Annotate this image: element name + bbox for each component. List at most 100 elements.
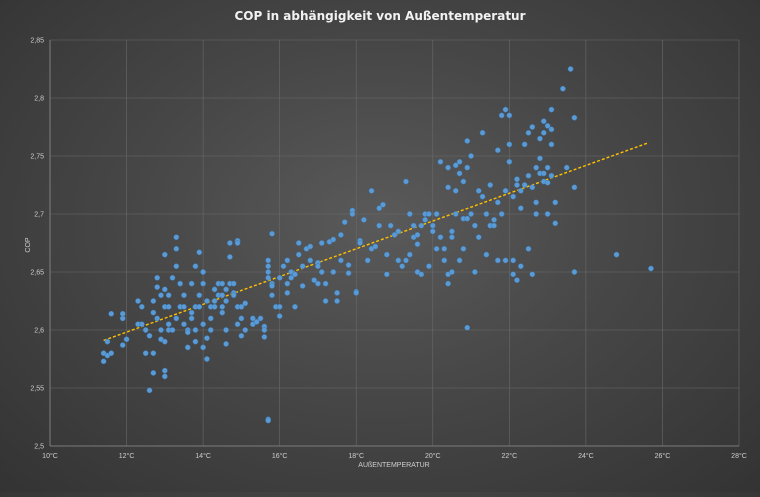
data-point bbox=[181, 303, 187, 310]
data-point bbox=[150, 309, 157, 316]
gridlines bbox=[49, 39, 740, 447]
data-point bbox=[207, 327, 214, 333]
data-point bbox=[315, 263, 321, 270]
data-point bbox=[196, 292, 203, 299]
y-tick-label: 2,7 bbox=[34, 212, 44, 219]
data-point bbox=[188, 315, 195, 322]
x-axis-title: AUßENTEMPERATUR bbox=[358, 462, 429, 469]
data-point bbox=[158, 292, 164, 299]
data-point bbox=[567, 66, 574, 72]
data-point bbox=[234, 321, 241, 328]
data-point bbox=[464, 138, 471, 144]
data-point bbox=[529, 184, 536, 191]
data-point bbox=[165, 303, 172, 310]
data-point bbox=[529, 271, 536, 278]
data-point bbox=[154, 284, 161, 290]
data-point bbox=[571, 269, 578, 275]
data-point bbox=[238, 315, 245, 322]
data-point bbox=[452, 187, 459, 194]
data-point bbox=[552, 199, 559, 206]
data-point bbox=[548, 106, 555, 113]
data-point bbox=[560, 85, 566, 92]
data-point bbox=[196, 249, 203, 256]
data-point bbox=[521, 182, 528, 188]
data-point bbox=[414, 241, 421, 248]
data-point bbox=[537, 135, 543, 142]
data-point bbox=[376, 205, 383, 212]
y-tick-label: 2,85 bbox=[30, 38, 44, 45]
data-point bbox=[345, 270, 352, 277]
data-point bbox=[219, 303, 226, 310]
data-point bbox=[181, 321, 187, 328]
data-point bbox=[456, 257, 463, 264]
data-point bbox=[192, 338, 199, 345]
data-point bbox=[292, 303, 298, 310]
data-point bbox=[288, 274, 294, 281]
data-point bbox=[502, 187, 509, 194]
data-point bbox=[502, 106, 509, 113]
data-point bbox=[338, 257, 344, 264]
data-point bbox=[525, 245, 532, 252]
data-point bbox=[395, 257, 402, 264]
x-tick-label: 10°C bbox=[42, 452, 58, 460]
data-point bbox=[426, 263, 432, 270]
x-tick-label: 12°C bbox=[119, 452, 135, 460]
data-point bbox=[177, 280, 183, 287]
data-point bbox=[433, 211, 440, 217]
tick-labels: 10°C 12°C 14°C 16°C 18°C 20°C 22°C 24°C 26°C 28°C… bbox=[30, 38, 746, 461]
data-point bbox=[525, 172, 532, 179]
data-point bbox=[204, 356, 210, 362]
data-point bbox=[483, 211, 490, 217]
data-point bbox=[491, 222, 497, 229]
data-point bbox=[265, 417, 272, 424]
y-tick-label: 2,8 bbox=[34, 96, 44, 103]
data-point bbox=[418, 222, 425, 229]
data-point bbox=[165, 292, 172, 299]
data-point bbox=[464, 164, 471, 171]
data-point bbox=[449, 234, 455, 241]
x-tick-label: 14°C bbox=[195, 452, 211, 460]
data-point bbox=[227, 254, 233, 260]
data-point bbox=[441, 245, 448, 252]
data-point bbox=[452, 211, 459, 217]
data-point bbox=[648, 265, 654, 272]
data-point bbox=[188, 280, 195, 287]
data-point bbox=[265, 257, 272, 264]
data-point bbox=[154, 315, 161, 322]
data-point bbox=[265, 274, 272, 281]
data-point bbox=[544, 122, 551, 129]
trendline-group bbox=[103, 142, 648, 342]
data-point bbox=[525, 129, 532, 136]
data-point bbox=[139, 321, 145, 328]
x-tick-label: 16°C bbox=[272, 452, 288, 460]
data-point bbox=[280, 263, 287, 270]
data-point bbox=[387, 222, 394, 229]
data-point bbox=[452, 162, 459, 169]
data-point bbox=[433, 245, 440, 252]
data-point bbox=[540, 170, 547, 177]
data-point bbox=[223, 286, 229, 293]
data-point bbox=[219, 280, 226, 287]
data-point bbox=[227, 240, 233, 246]
data-point bbox=[276, 313, 283, 319]
data-point bbox=[230, 280, 237, 287]
data-point bbox=[552, 220, 559, 227]
data-point bbox=[395, 228, 402, 235]
data-point bbox=[269, 292, 275, 299]
data-point bbox=[495, 257, 501, 264]
data-point bbox=[521, 141, 528, 148]
data-point bbox=[315, 280, 321, 287]
data-point bbox=[563, 164, 570, 171]
data-point bbox=[322, 280, 329, 287]
data-point bbox=[276, 303, 283, 310]
data-point bbox=[123, 336, 130, 343]
data-point bbox=[211, 303, 218, 310]
data-point bbox=[261, 334, 268, 340]
data-point bbox=[445, 164, 451, 171]
data-point bbox=[495, 199, 501, 206]
data-point bbox=[307, 257, 314, 264]
data-point bbox=[146, 332, 153, 339]
data-point bbox=[173, 234, 180, 241]
data-point bbox=[161, 338, 168, 345]
data-point bbox=[429, 222, 436, 229]
